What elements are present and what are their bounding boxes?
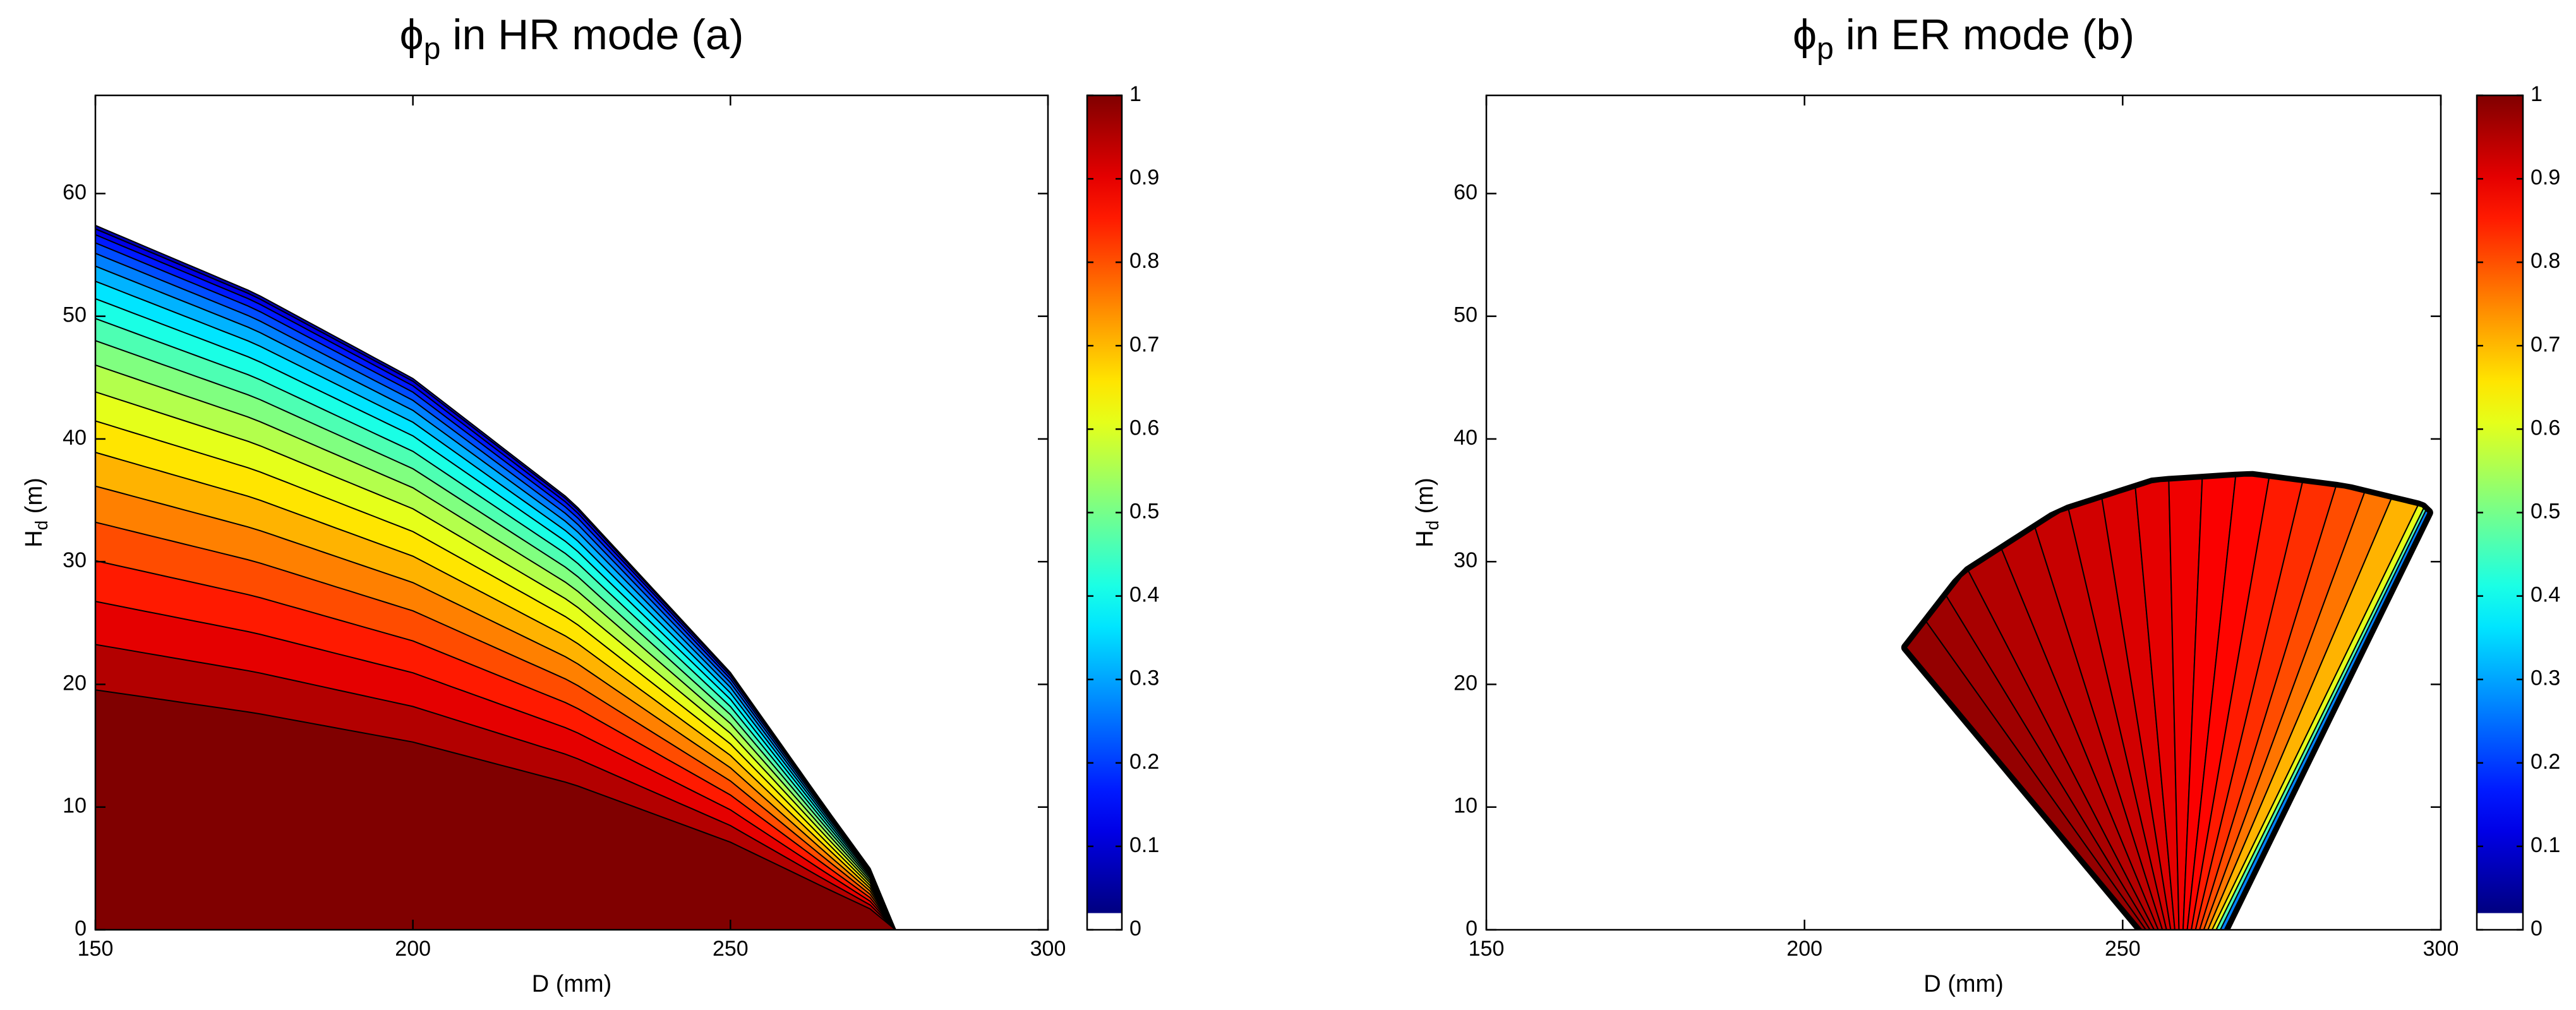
y-label-symbol: H — [21, 530, 47, 547]
y-tick-label: 30 — [63, 548, 87, 572]
y-axis-label: Hd (m) — [21, 478, 51, 548]
contour-band — [2219, 509, 2429, 930]
y-tick-label: 0 — [75, 917, 87, 941]
colorbar-tick-label: 0.1 — [2531, 833, 2560, 857]
x-tick-label: 250 — [713, 937, 749, 961]
title-rest: in ER mode (b) — [1834, 11, 2134, 59]
y-label-subscript: d — [1423, 520, 1442, 531]
y-axis-label: Hd (m) — [1412, 478, 1442, 548]
contour-band — [95, 689, 897, 930]
colorbar-tick-label: 0 — [1129, 917, 1141, 941]
x-tick-label: 200 — [395, 937, 431, 961]
chart-title: ϕp in HR mode (a) — [400, 11, 744, 66]
y-label-rest: (m) — [21, 478, 47, 520]
axes-box — [94, 94, 1049, 931]
colorbar-tick-label: 0.4 — [1129, 583, 1159, 607]
y-tick-label: 10 — [63, 794, 87, 818]
colorbar-tick-label: 0.2 — [1129, 750, 1159, 774]
colorbar-tick-label: 0.9 — [2531, 165, 2560, 189]
y-tick-label: 40 — [63, 426, 87, 450]
colorbar-tick-label: 0 — [2531, 917, 2543, 941]
colorbar-tick-label: 0.9 — [1129, 165, 1159, 189]
y-tick-label: 60 — [63, 180, 87, 204]
colorbar-tick-label: 0.4 — [2531, 583, 2560, 607]
colorbar — [2477, 95, 2523, 913]
y-tick-label: 30 — [1454, 548, 1478, 572]
y-tick-label: 0 — [1466, 917, 1478, 941]
x-tick-label: 250 — [2105, 937, 2141, 961]
colorbar-tick-label: 0.7 — [1129, 332, 1159, 356]
axes-box — [1485, 94, 2442, 931]
colorbar-tick-label: 0.6 — [1129, 416, 1159, 440]
title-symbol: ϕ — [1793, 11, 1817, 59]
plot-area — [95, 224, 897, 930]
x-tick-label: 300 — [2423, 937, 2459, 961]
y-label-symbol: H — [1412, 530, 1438, 547]
colorbar — [1087, 95, 1122, 913]
x-tick-label: 200 — [1786, 937, 1822, 961]
y-tick-label: 20 — [1454, 671, 1478, 695]
colorbar-tick-label: 0.6 — [2531, 416, 2560, 440]
colorbar-tick-label: 0.3 — [1129, 666, 1159, 690]
y-tick-label: 10 — [1454, 794, 1478, 818]
y-tick-label: 40 — [1454, 426, 1478, 450]
x-axis-label: D (mm) — [1923, 971, 2004, 997]
colorbar-tick-label: 0.1 — [1129, 833, 1159, 857]
chart-title: ϕp in ER mode (b) — [1793, 11, 2134, 66]
title-symbol: ϕ — [400, 11, 424, 59]
x-tick-label: 150 — [1469, 937, 1505, 961]
colorbar-tick-label: 0.8 — [1129, 249, 1159, 273]
colorbar-tick-label: 0.8 — [2531, 249, 2560, 273]
x-tick-label: 150 — [78, 937, 114, 961]
colorbar-tick-label: 0.3 — [2531, 666, 2560, 690]
colorbar-tick-label: 0.7 — [2531, 332, 2560, 356]
title-rest: in HR mode (a) — [440, 11, 743, 59]
y-tick-label: 20 — [63, 671, 87, 695]
y-tick-label: 60 — [1454, 180, 1478, 204]
y-label-subscript: d — [32, 520, 51, 531]
title-subscript: p — [1817, 32, 1834, 66]
colorbar-tick-label: 0.5 — [1129, 499, 1159, 523]
y-tick-label: 50 — [63, 303, 87, 327]
colorbar-tick-label: 1 — [1129, 82, 1141, 106]
colorbar-tick-label: 1 — [2531, 82, 2543, 106]
y-tick-label: 50 — [1454, 303, 1478, 327]
colorbar-tick-label: 0.2 — [2531, 750, 2560, 774]
colorbar-tick-label: 0.5 — [2531, 499, 2560, 523]
x-axis-label: D (mm) — [532, 971, 612, 997]
y-label-rest: (m) — [1412, 478, 1438, 520]
title-subscript: p — [424, 32, 441, 66]
x-tick-label: 300 — [1030, 937, 1066, 961]
plot-area — [1901, 471, 2433, 930]
